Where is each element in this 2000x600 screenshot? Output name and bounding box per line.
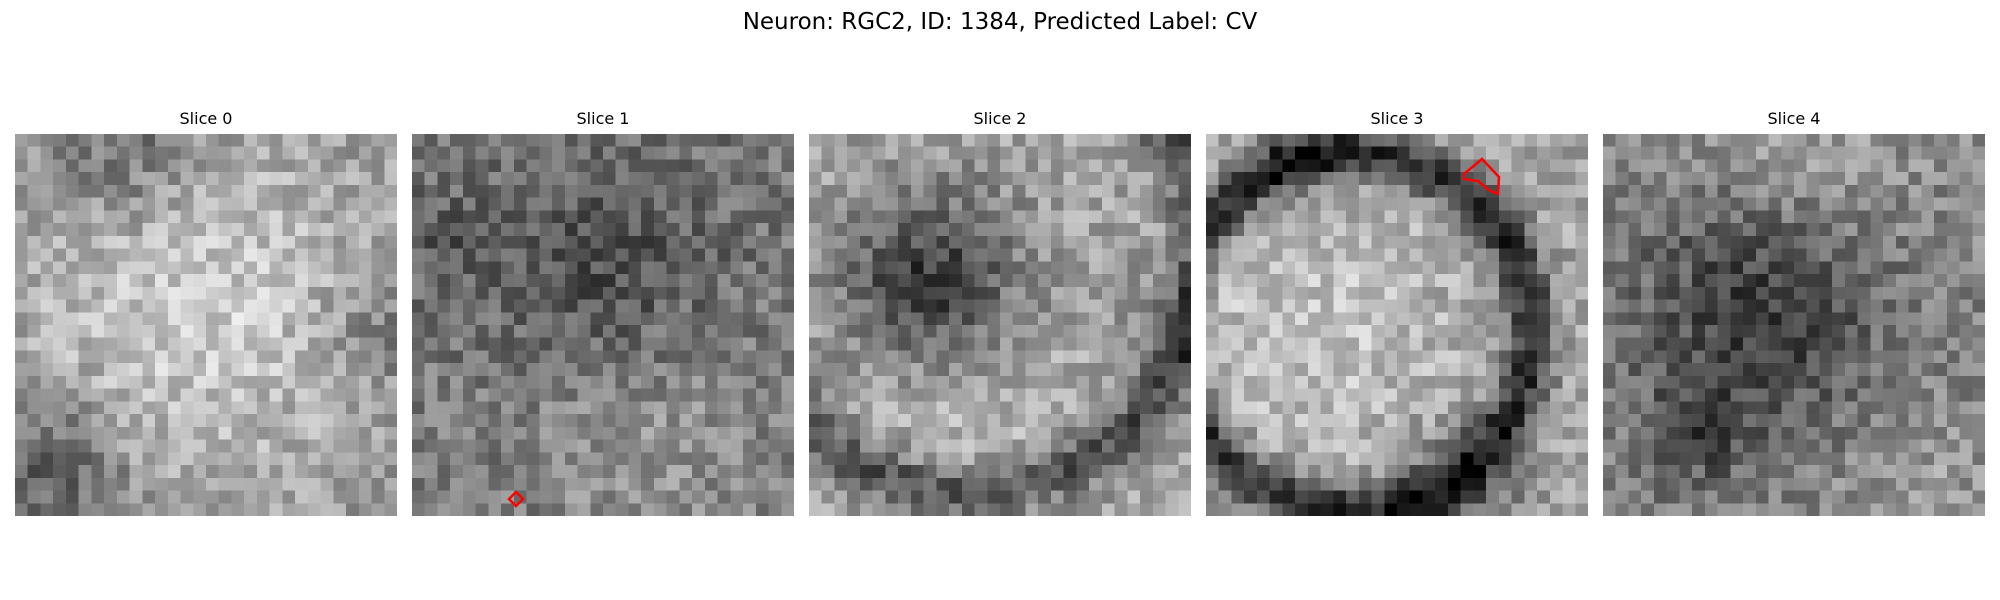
slice-image (1603, 134, 1985, 516)
slice-image (809, 134, 1191, 516)
roi-contour-overlay (1462, 157, 1501, 196)
slice-title: Slice 4 (1767, 109, 1821, 128)
roi-contour (507, 490, 525, 508)
slice-image (412, 134, 794, 516)
slice-image (1206, 134, 1588, 516)
roi-contour (1462, 157, 1501, 196)
roi-contour-overlay (507, 490, 525, 508)
figure-title: Neuron: RGC2, ID: 1384, Predicted Label:… (742, 9, 1258, 35)
slice-image (15, 134, 397, 516)
slice-title: Slice 2 (973, 109, 1027, 128)
slice-title: Slice 0 (179, 109, 233, 128)
slice-title: Slice 3 (1370, 109, 1424, 128)
slice-title: Slice 1 (576, 109, 630, 128)
